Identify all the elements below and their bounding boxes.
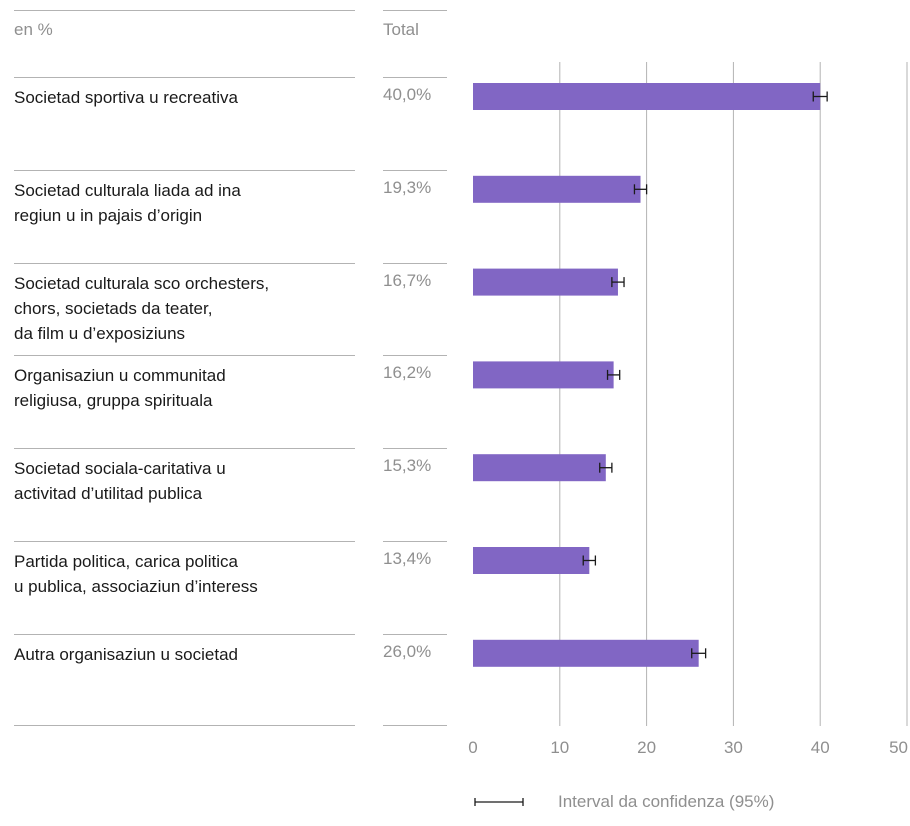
row-divider <box>14 541 355 542</box>
bar <box>473 268 618 296</box>
category-label-line: Partida politica, carica politica <box>14 552 238 571</box>
row-divider <box>14 262 355 264</box>
value-label: 19,3% <box>383 177 432 197</box>
value-label: 16,2% <box>383 363 432 383</box>
category-label: Organisaziun u communitad religiusa, grup… <box>14 363 359 413</box>
category-label-line: Societad culturala liada ad ina <box>14 180 241 200</box>
category-label-line: regiun u in pajais d’origin <box>14 205 203 225</box>
value-label: 16,7% <box>383 270 432 290</box>
bar <box>473 175 641 203</box>
row-divider-total <box>383 169 447 171</box>
legend-ci-label: Interval da confidenza (95%) <box>558 792 775 811</box>
category-label-line: activitad d’utilitad publica <box>14 484 203 504</box>
bar-chart: 0 10 20 30 40 50 <box>468 62 908 757</box>
row-divider <box>14 448 355 450</box>
x-tick-label: 30 <box>724 738 743 757</box>
x-tick-label: 20 <box>637 738 656 757</box>
bar <box>473 83 821 110</box>
category-label-line: Autra organisaziun u societad <box>14 644 238 664</box>
category-label-line: Societad culturala sco orchesters, <box>14 273 270 293</box>
category-label-line: religiusa, gruppa spirituala <box>14 391 213 411</box>
x-tick-label: 0 <box>468 738 477 757</box>
row-divider <box>14 633 355 635</box>
category-label-line: Societad sportiva u recreativa <box>14 88 238 107</box>
unit-label: en % <box>14 20 53 39</box>
row-divider <box>14 355 355 357</box>
row-divider-total <box>383 633 447 635</box>
category-label-line: da film u d’exposiziuns <box>14 323 186 343</box>
total-column-header: Total <box>383 20 419 39</box>
row-divider-total <box>383 262 447 264</box>
row-divider-total <box>383 355 447 357</box>
value-label: 26,0% <box>383 641 432 661</box>
header-divider-right <box>383 10 447 11</box>
row-divider <box>14 77 355 78</box>
category-label: Societad culturala liada ad ina regiun u … <box>14 178 359 228</box>
ci-legend-icon <box>474 798 524 806</box>
bar <box>473 547 590 574</box>
category-label: Autra organisaziun u societad <box>14 642 359 667</box>
bar <box>473 454 606 482</box>
x-tick-label: 10 <box>550 738 569 757</box>
x-tick-label: 40 <box>811 738 830 757</box>
bar <box>473 639 699 667</box>
category-label-line: chors, societads da teater, <box>14 298 213 318</box>
legend: Interval da confidenza (95%) <box>470 792 774 812</box>
value-label: 40,0% <box>383 85 432 104</box>
category-label: Partida politica, carica politica u publi… <box>14 549 359 599</box>
header-divider-left <box>14 10 355 11</box>
row-divider-total <box>383 448 447 450</box>
value-label: 15,3% <box>383 456 432 476</box>
row-divider-total <box>383 541 447 542</box>
category-label-line: u publica, associaziun d’interess <box>14 577 258 596</box>
row-divider-total <box>383 77 447 78</box>
category-label: Societad sportiva u recreativa <box>14 85 359 110</box>
row-divider <box>14 169 355 171</box>
bottom-divider <box>14 724 355 726</box>
category-label-line: Organisaziun u communitad <box>14 366 226 386</box>
category-label-line: Societad sociala-caritativa u <box>14 459 226 479</box>
bar <box>473 361 614 389</box>
category-label: Societad culturala sco orchesters, chors,… <box>14 271 359 346</box>
bottom-divider-total <box>383 724 447 726</box>
x-tick-label: 50 <box>889 738 908 757</box>
value-label: 13,4% <box>383 549 432 568</box>
category-label: Societad sociala-caritativa u activitad d… <box>14 456 359 506</box>
